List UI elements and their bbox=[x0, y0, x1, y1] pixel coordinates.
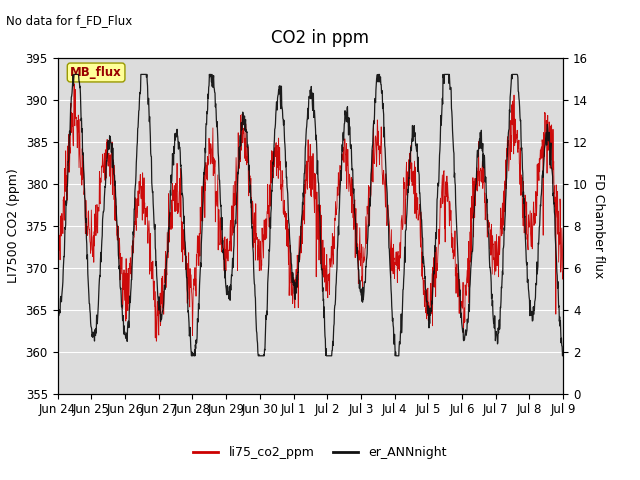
Legend: li75_co2_ppm, er_ANNnight: li75_co2_ppm, er_ANNnight bbox=[188, 441, 452, 464]
Text: CO2 in ppm: CO2 in ppm bbox=[271, 29, 369, 47]
Text: No data for f_FD_Flux: No data for f_FD_Flux bbox=[6, 14, 132, 27]
Text: MB_flux: MB_flux bbox=[70, 66, 122, 79]
Y-axis label: FD Chamber flux: FD Chamber flux bbox=[591, 173, 605, 278]
Y-axis label: LI7500 CO2 (ppm): LI7500 CO2 (ppm) bbox=[7, 168, 20, 283]
